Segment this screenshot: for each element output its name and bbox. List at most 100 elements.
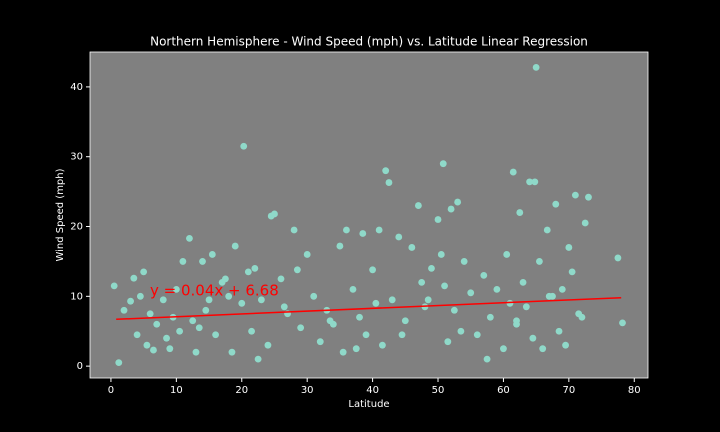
- point: [395, 233, 403, 241]
- point: [277, 275, 285, 283]
- point: [143, 341, 151, 349]
- x-tick-label: 50: [432, 385, 445, 396]
- chart-title: Northern Hemisphere - Wind Speed (mph) v…: [150, 35, 588, 49]
- y-tick-label: 10: [70, 291, 83, 302]
- point: [401, 317, 409, 325]
- point: [539, 345, 547, 353]
- point: [199, 258, 206, 265]
- point: [115, 359, 123, 367]
- point: [526, 178, 533, 186]
- point: [529, 334, 537, 342]
- point: [264, 341, 272, 349]
- point: [225, 292, 233, 300]
- point: [166, 345, 174, 353]
- point: [303, 251, 311, 258]
- point: [382, 167, 390, 175]
- point: [555, 327, 563, 335]
- point: [163, 334, 170, 342]
- point: [316, 338, 324, 346]
- point: [388, 296, 396, 304]
- point: [212, 331, 219, 339]
- point: [619, 319, 626, 327]
- plot-area: [89, 51, 649, 379]
- point: [339, 348, 347, 356]
- x-tick-label: 40: [366, 385, 379, 396]
- point: [240, 142, 248, 150]
- y-axis-label: Wind Speed (mph): [55, 168, 66, 261]
- point: [480, 271, 488, 279]
- point: [532, 63, 540, 71]
- point: [172, 285, 180, 293]
- point: [375, 226, 383, 234]
- point: [349, 285, 357, 293]
- point: [280, 303, 288, 311]
- point: [195, 324, 203, 332]
- point: [222, 275, 229, 283]
- point: [385, 179, 393, 186]
- x-tick-label: 20: [235, 385, 248, 396]
- point: [454, 198, 462, 206]
- point: [500, 345, 507, 353]
- point: [516, 209, 524, 216]
- point: [522, 303, 530, 311]
- point: [176, 327, 184, 335]
- point: [130, 274, 138, 282]
- point: [460, 258, 468, 265]
- point: [120, 306, 128, 314]
- point: [473, 331, 481, 339]
- point: [441, 282, 448, 290]
- point: [439, 160, 447, 168]
- point: [437, 251, 445, 258]
- point: [271, 210, 278, 218]
- point: [444, 338, 452, 346]
- point: [352, 345, 360, 353]
- point: [509, 168, 517, 176]
- y-tick-label: 0: [77, 361, 83, 372]
- point: [408, 244, 416, 251]
- point: [356, 313, 363, 321]
- point: [575, 310, 583, 318]
- point: [571, 191, 579, 199]
- point: [372, 299, 380, 307]
- point: [536, 258, 543, 265]
- point: [228, 348, 236, 356]
- point: [336, 242, 344, 250]
- point: [549, 292, 556, 300]
- point: [531, 178, 539, 186]
- point: [519, 278, 527, 286]
- point: [244, 268, 252, 276]
- point: [146, 310, 154, 318]
- y-tick-label: 30: [70, 152, 83, 163]
- point: [558, 285, 566, 293]
- point: [140, 268, 148, 276]
- y-tick-label: 20: [70, 222, 83, 233]
- point: [369, 266, 376, 274]
- point: [503, 251, 511, 258]
- x-tick-label: 80: [628, 385, 641, 396]
- point: [379, 341, 386, 349]
- x-tick-label: 0: [108, 385, 114, 396]
- point: [208, 251, 216, 258]
- point: [133, 331, 141, 339]
- point: [251, 265, 259, 272]
- point: [483, 355, 491, 363]
- point: [254, 355, 262, 363]
- point: [290, 226, 298, 234]
- regression-equation: y = 0.04x + 6.68: [150, 282, 279, 300]
- point: [179, 258, 187, 265]
- point: [552, 200, 560, 208]
- point: [110, 282, 118, 290]
- x-tick-label: 10: [170, 385, 183, 396]
- point: [257, 296, 265, 304]
- point: [293, 266, 301, 274]
- point: [418, 278, 426, 286]
- point: [205, 296, 213, 304]
- point: [153, 320, 161, 328]
- point: [297, 324, 305, 332]
- point: [447, 205, 455, 213]
- x-axis-label: Latitude: [348, 399, 389, 410]
- point: [362, 331, 370, 339]
- point: [424, 296, 432, 304]
- point: [127, 297, 134, 305]
